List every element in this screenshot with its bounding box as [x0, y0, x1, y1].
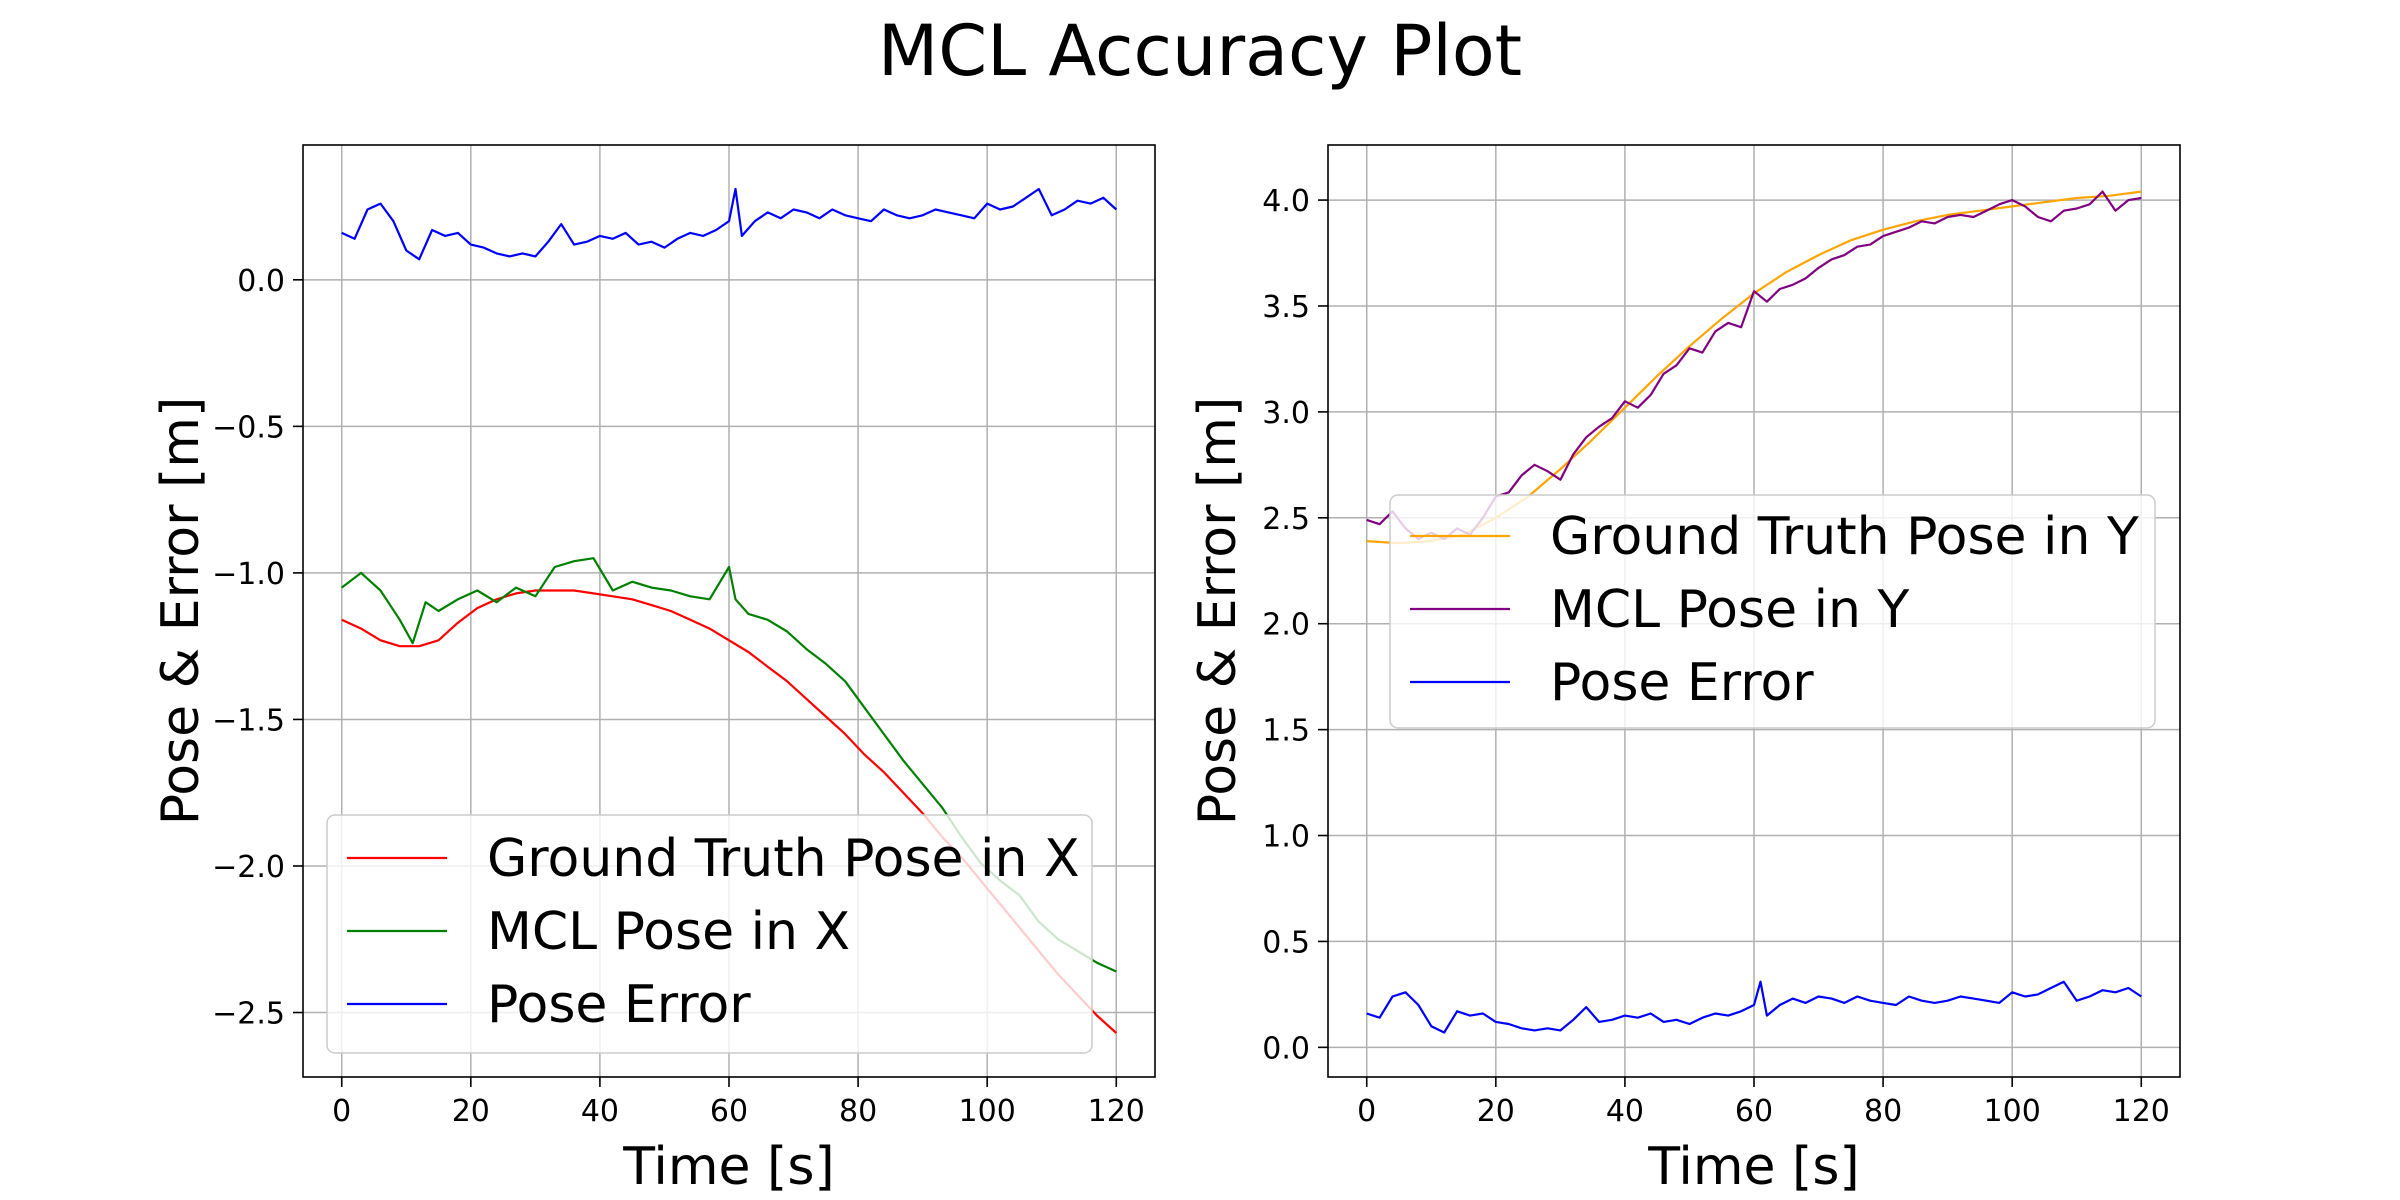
y-tick-label: −1.5: [212, 703, 285, 738]
y-tick-label: 1.5: [1262, 714, 1310, 749]
y-tick-label: 0.5: [1262, 925, 1310, 960]
legend-label: Pose Error: [1550, 653, 1814, 713]
y-tick-label: 3.0: [1262, 396, 1310, 431]
x-tick-label: 0: [332, 1094, 351, 1129]
legend-label: Ground Truth Pose in Y: [1550, 507, 2139, 567]
y-tick-label: −1.0: [212, 557, 285, 592]
series-line-3: [1366, 980, 2142, 1034]
y-tick-label: −2.5: [212, 997, 285, 1032]
y-tick-label: 0.0: [237, 264, 285, 299]
y-tick-label: 3.5: [1262, 290, 1310, 325]
y-tick-label: 1.0: [1262, 820, 1310, 855]
y-tick-label: −0.5: [212, 410, 285, 445]
subplot-2: 0 20 40 60 80 100 120 0.0 0.5 1.0 1.5 2.0 2.5 3.0 3.5 4…: [1188, 144, 2181, 1197]
x-tick-label: 100: [959, 1094, 1016, 1129]
y-tick-label: 2.5: [1262, 502, 1310, 537]
legend-box: [326, 814, 1093, 1054]
x-axis-label: Time [s]: [1647, 1137, 1859, 1197]
legend-label: MCL Pose in X: [487, 902, 850, 962]
x-axis-label: Time [s]: [622, 1137, 834, 1197]
legend-label: Pose Error: [487, 975, 751, 1035]
x-tick-label: 60: [710, 1094, 748, 1129]
x-tick-label: 100: [1984, 1094, 2041, 1129]
x-tick-label: 20: [1477, 1094, 1515, 1129]
y-tick-label: 0.0: [1262, 1031, 1310, 1066]
legend-box: [1389, 494, 2156, 729]
series-line-3: [341, 187, 1118, 261]
y-axis-label: Pose & Error [m]: [151, 397, 211, 826]
y-axis-label: Pose & Error [m]: [1188, 397, 1248, 826]
legend: Ground Truth Pose in X MCL Pose in X Pose …: [326, 814, 1093, 1054]
y-tick-label: 2.0: [1262, 608, 1310, 643]
subplot-1: 0 20 40 60 80 100 120 0.0 −0.5 −1.0 −1.5 −2.0 −2.5 Ti…: [151, 144, 1156, 1197]
figure-title: MCL Accuracy Plot: [877, 10, 1523, 92]
x-tick-label: 40: [581, 1094, 619, 1129]
y-tick-label: −2.0: [212, 850, 285, 885]
x-tick-label: 120: [1088, 1094, 1145, 1129]
y-tick-label: 4.0: [1262, 184, 1310, 219]
legend-label: Ground Truth Pose in X: [487, 829, 1080, 889]
x-tick-label: 20: [452, 1094, 490, 1129]
legend-label: MCL Pose in Y: [1550, 580, 1910, 640]
x-tick-label: 80: [1864, 1094, 1902, 1129]
x-tick-label: 80: [839, 1094, 877, 1129]
x-tick-label: 40: [1606, 1094, 1644, 1129]
x-tick-label: 0: [1357, 1094, 1376, 1129]
x-tick-label: 120: [2113, 1094, 2170, 1129]
x-tick-label: 60: [1735, 1094, 1773, 1129]
legend: Ground Truth Pose in Y MCL Pose in Y Pose …: [1389, 494, 2156, 729]
